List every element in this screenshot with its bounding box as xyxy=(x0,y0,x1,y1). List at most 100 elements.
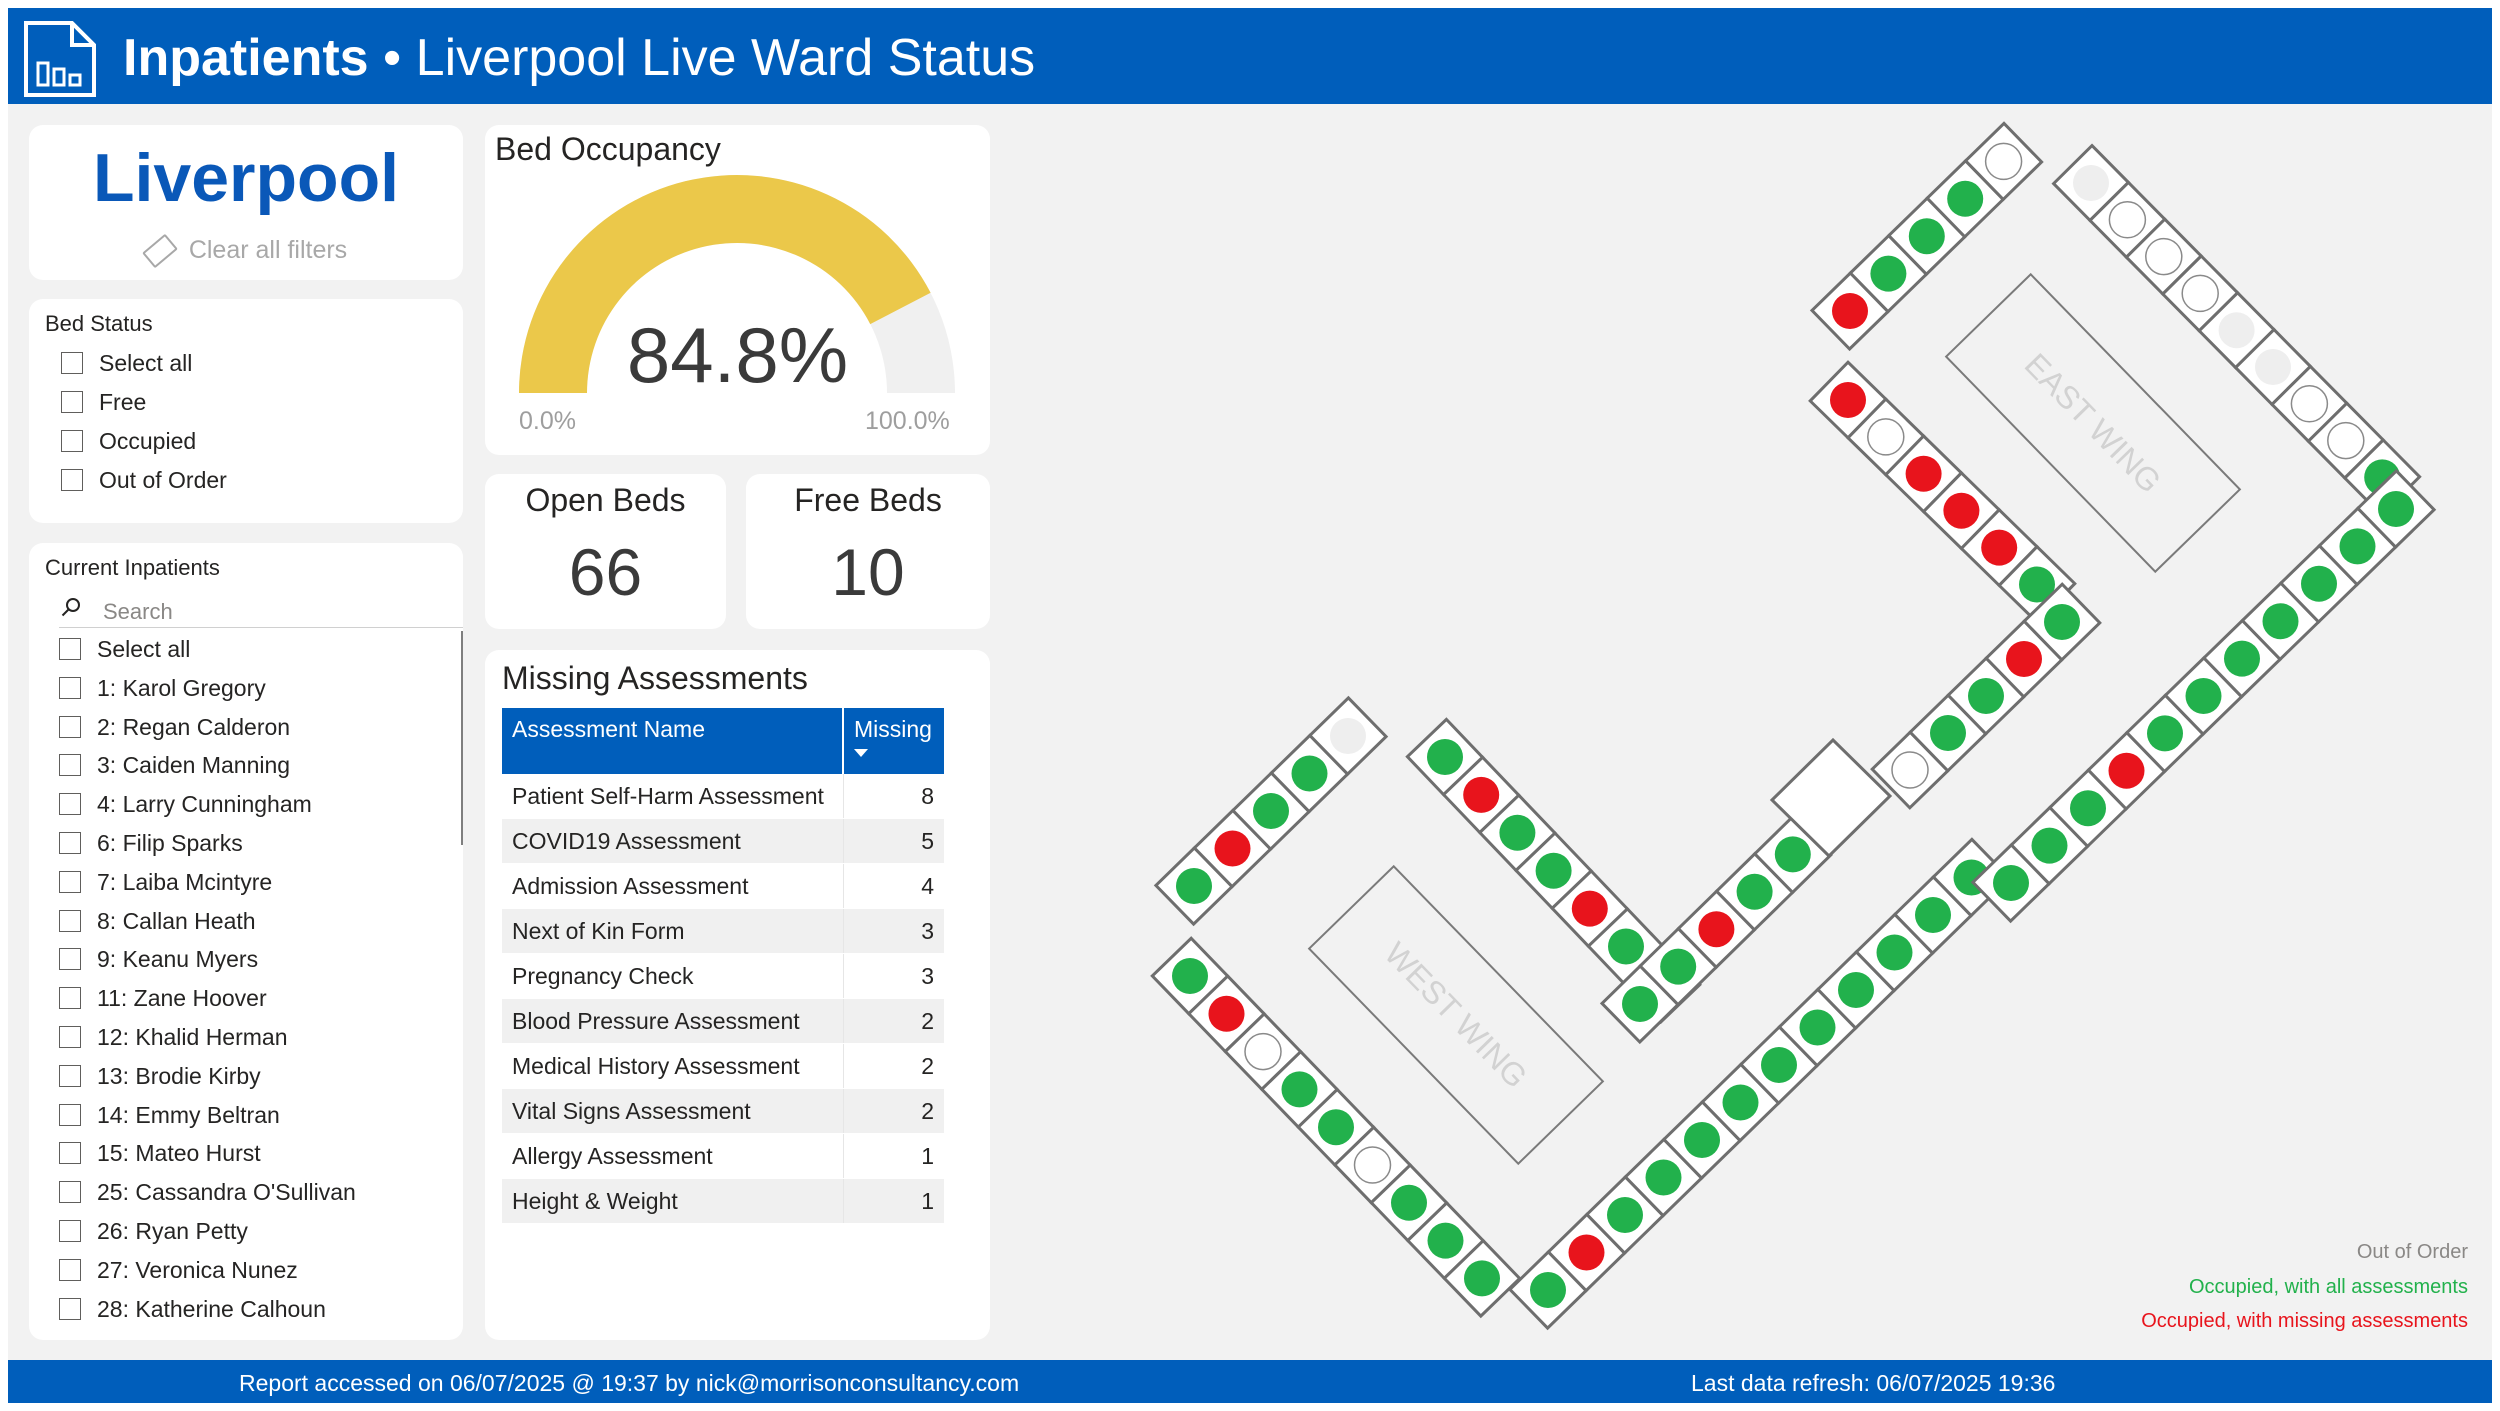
patient-label: 6: Filip Sparks xyxy=(97,830,243,856)
checkbox[interactable] xyxy=(59,1064,81,1087)
table-row[interactable]: Blood Pressure Assessment 2 xyxy=(502,998,944,1044)
checkbox[interactable] xyxy=(59,987,81,1010)
checkbox[interactable] xyxy=(59,715,81,738)
gauge-max-label: 100.0% xyxy=(865,407,950,435)
last-refresh-text: Last data refresh: 06/07/2025 19:36 xyxy=(1691,1370,2056,1396)
patient-option[interactable]: 11: Zane Hoover xyxy=(59,985,267,1015)
bed-occupancy-title: Bed Occupancy xyxy=(495,131,721,167)
checkbox[interactable] xyxy=(59,909,81,932)
free-beds-label: Free Beds xyxy=(794,482,942,518)
open-beds-card: Open Beds 66 xyxy=(485,474,726,629)
search-placeholder: Search xyxy=(103,599,173,624)
open-beds-value: 66 xyxy=(568,535,643,609)
checkbox[interactable] xyxy=(61,430,83,452)
clear-filters-button[interactable]: Clear all filters xyxy=(29,234,463,269)
table-row[interactable]: Vital Signs Assessment 2 xyxy=(502,1088,944,1134)
bed-status-slicer: Bed Status Select all Free Occupied Out … xyxy=(29,299,463,523)
table-row[interactable]: Next of Kin Form 3 xyxy=(502,908,944,954)
gauge-min-label: 0.0% xyxy=(519,407,576,435)
checkbox[interactable] xyxy=(59,676,81,699)
table-row[interactable]: Admission Assessment 4 xyxy=(502,863,944,909)
legend-out-of-order: Out of Order xyxy=(2356,1241,2468,1263)
missing-assessments-title: Missing Assessments xyxy=(502,660,808,696)
patient-option[interactable]: 27: Veronica Nunez xyxy=(59,1257,298,1287)
table-row[interactable]: COVID19 Assessment 5 xyxy=(502,818,944,864)
assessment-name-cell: Next of Kin Form xyxy=(502,908,843,954)
assessment-name-cell: Vital Signs Assessment xyxy=(502,1088,843,1134)
patient-option[interactable]: 25: Cassandra O'Sullivan xyxy=(59,1179,356,1209)
col-assessment-name[interactable]: Assessment Name xyxy=(502,708,843,774)
option-label: Out of Order xyxy=(99,467,227,493)
table-row[interactable]: Pregnancy Check 3 xyxy=(502,953,944,999)
free-beds-value: 10 xyxy=(831,535,905,609)
missing-assessments-card: Missing Assessments Assessment Name Miss… xyxy=(485,650,990,1340)
patient-label: 26: Ryan Petty xyxy=(97,1218,248,1244)
checkbox[interactable] xyxy=(59,1220,81,1242)
missing-count-cell: 1 xyxy=(842,1178,944,1224)
patient-option[interactable]: 9: Keanu Myers xyxy=(59,946,258,976)
missing-count-cell: 2 xyxy=(842,998,944,1044)
patient-option[interactable]: 3: Caiden Manning xyxy=(59,752,290,782)
checkbox[interactable] xyxy=(59,754,81,777)
assessment-name-cell: COVID19 Assessment xyxy=(502,818,843,864)
option-label: Free xyxy=(99,389,147,415)
checkbox[interactable] xyxy=(59,793,81,816)
table-row[interactable]: Medical History Assessment 2 xyxy=(502,1043,944,1089)
free-beds-card: Free Beds 10 xyxy=(746,474,990,629)
checkbox[interactable] xyxy=(59,1142,81,1165)
patient-label: 1: Karol Gregory xyxy=(97,674,266,701)
bed-occupancy-card: Bed Occupancy 84.8% 0.0% 100.0% xyxy=(485,125,990,455)
patient-option[interactable]: 12: Khalid Herman xyxy=(59,1024,288,1054)
checkbox[interactable] xyxy=(61,391,83,413)
bed-status-option-select-all[interactable]: Select all xyxy=(61,350,192,380)
checkbox[interactable] xyxy=(59,1026,81,1048)
bed-status-option-out-of-order[interactable]: Out of Order xyxy=(61,467,227,497)
patient-label: 14: Emmy Beltran xyxy=(97,1101,280,1128)
checkbox[interactable] xyxy=(59,948,81,971)
checkbox[interactable] xyxy=(59,870,81,893)
patient-option[interactable]: 15: Mateo Hurst xyxy=(59,1140,261,1170)
missing-count-cell: 2 xyxy=(842,1088,944,1134)
checkbox[interactable] xyxy=(59,832,81,854)
patient-search-input[interactable]: Search xyxy=(59,595,463,628)
checkbox[interactable] xyxy=(59,1103,81,1126)
patient-option[interactable]: 14: Emmy Beltran xyxy=(59,1102,280,1132)
checkbox[interactable] xyxy=(59,1181,81,1204)
patient-option[interactable]: 2: Regan Calderon xyxy=(59,714,290,744)
patient-option[interactable]: 28: Katherine Calhoun xyxy=(59,1296,326,1326)
table-row[interactable]: Patient Self-Harm Assessment 8 xyxy=(502,774,944,819)
patient-option[interactable]: 26: Ryan Petty xyxy=(59,1218,248,1248)
patient-option-select-all[interactable]: Select all xyxy=(59,636,190,666)
report-icon xyxy=(24,21,96,97)
checkbox[interactable] xyxy=(59,1258,81,1281)
table-row[interactable]: Height & Weight 1 xyxy=(502,1178,944,1224)
sort-descending-icon xyxy=(854,749,868,757)
assessment-name-cell: Medical History Assessment xyxy=(502,1043,843,1089)
patient-option[interactable]: 7: Laiba Mcintyre xyxy=(59,869,272,899)
patient-option[interactable]: 13: Brodie Kirby xyxy=(59,1063,261,1093)
missing-count-cell: 4 xyxy=(842,863,944,909)
report-accessed-text: Report accessed on 06/07/2025 @ 19:37 by… xyxy=(239,1370,1020,1396)
patient-option[interactable]: 8: Callan Heath xyxy=(59,908,256,938)
checkbox[interactable] xyxy=(61,469,83,491)
clear-filters-label: Clear all filters xyxy=(188,236,348,264)
location-card: Liverpool Clear all filters xyxy=(29,125,463,280)
bed-status-option-free[interactable]: Free xyxy=(61,389,146,419)
report-title-bold: Inpatients xyxy=(123,29,369,87)
checkbox[interactable] xyxy=(61,352,83,374)
patient-list-scrollbar[interactable] xyxy=(461,631,463,845)
missing-count-cell: 8 xyxy=(842,774,944,819)
patient-option[interactable]: 4: Larry Cunningham xyxy=(59,791,312,821)
missing-count-cell: 3 xyxy=(842,908,944,954)
patient-option[interactable]: 1: Karol Gregory xyxy=(59,675,266,705)
bed-status-title: Bed Status xyxy=(45,311,153,336)
bed-status-option-occupied[interactable]: Occupied xyxy=(61,428,196,458)
location-name: Liverpool xyxy=(92,140,400,216)
checkbox[interactable] xyxy=(59,1297,81,1320)
table-row[interactable]: Allergy Assessment 1 xyxy=(502,1133,944,1179)
report-header: Inpatients • Liverpool Live Ward Status xyxy=(8,8,2492,104)
patient-option[interactable]: 6: Filip Sparks xyxy=(59,830,243,860)
checkbox[interactable] xyxy=(59,638,81,660)
col-missing[interactable]: Missing xyxy=(842,708,944,774)
patient-label: 7: Laiba Mcintyre xyxy=(97,868,273,895)
